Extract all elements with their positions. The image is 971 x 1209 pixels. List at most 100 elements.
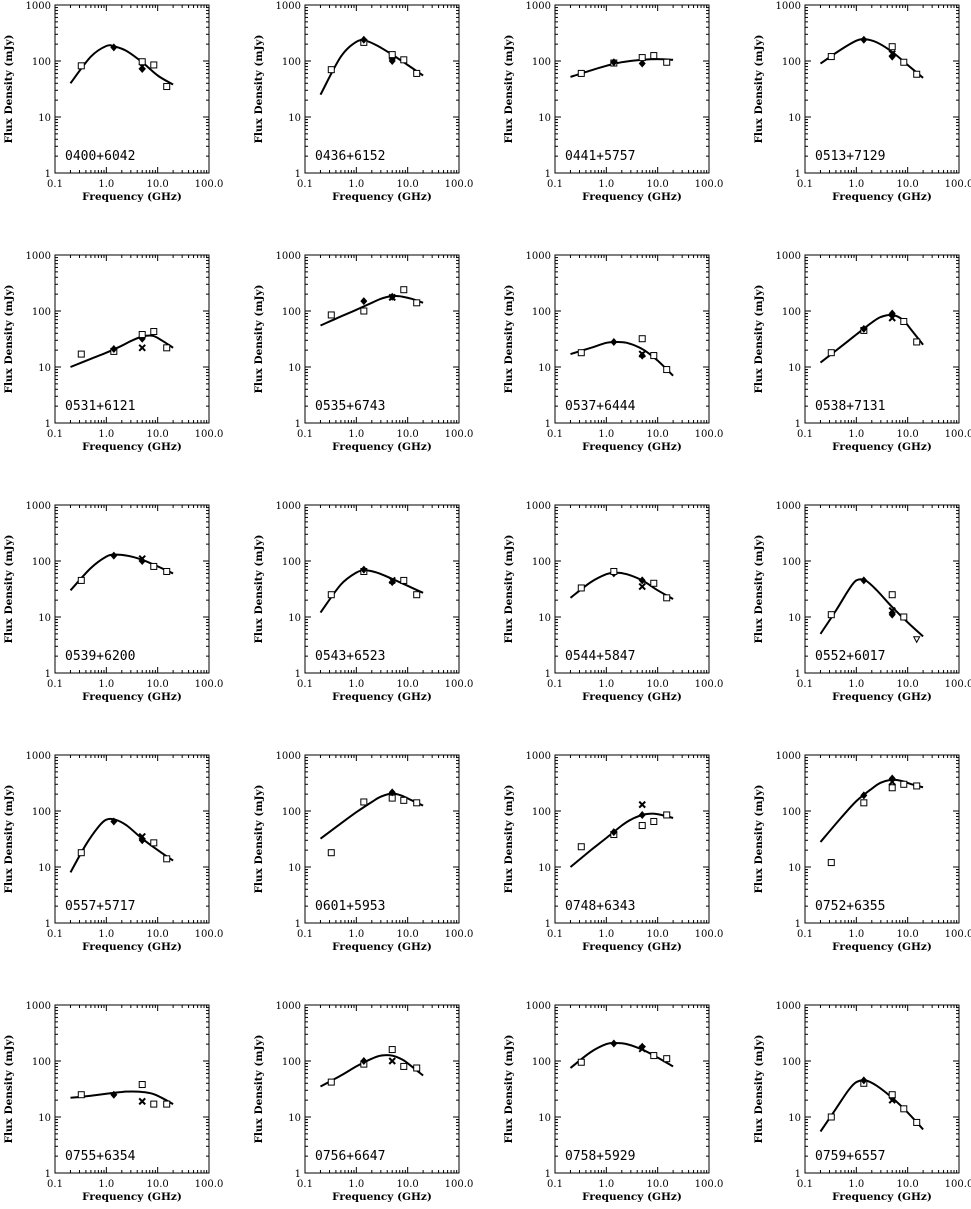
data-point-square — [827, 611, 835, 619]
y-tick-label: 1 — [45, 169, 51, 180]
data-point-square — [413, 1064, 421, 1072]
data-point-diamond — [860, 324, 868, 333]
x-tick-label: 0.1 — [297, 929, 313, 940]
y-tick-label: 1000 — [276, 1, 301, 12]
data-point-diamond — [860, 1076, 868, 1085]
fit-curve — [569, 812, 674, 868]
fit-curve — [69, 817, 174, 873]
x-tick-label: 10.0 — [147, 929, 169, 940]
data-point-square — [827, 349, 835, 357]
x-tick-label: 0.1 — [47, 429, 63, 440]
y-tick-label: 100 — [32, 57, 51, 68]
data-point-square — [577, 349, 585, 357]
source-name-label: 0752+6355 — [815, 899, 885, 914]
spectrum-panel: 0.1 1.0 10.0 100.0 1 10 100 1000 Frequency (GHz)… — [753, 751, 971, 953]
y-tick-label: 100 — [782, 807, 801, 818]
y-tick-label: 100 — [282, 307, 301, 318]
x-tick-label: 0.1 — [797, 179, 813, 190]
y-tick-label: 1 — [545, 919, 551, 930]
spectrum-panel: 0.1 1.0 10.0 100.0 1 10 100 1000 Frequency (GHz)… — [3, 1, 223, 203]
x-tick-label: 0.1 — [47, 179, 63, 190]
y-tick-label: 1 — [45, 1169, 51, 1180]
fit-curve — [570, 58, 674, 78]
data-point-diamond — [110, 1090, 118, 1099]
data-point-square — [413, 69, 421, 77]
fit-curve — [569, 571, 674, 600]
y-tick-label: 10 — [788, 113, 801, 124]
data-point-square — [150, 1100, 158, 1108]
x-tick-label: 100.0 — [445, 429, 474, 440]
y-tick-label: 1000 — [526, 251, 551, 262]
y-tick-label: 1 — [545, 169, 551, 180]
data-point-square — [400, 1062, 408, 1070]
source-name-label: 0513+7129 — [815, 149, 885, 164]
x-tick-label: 1.0 — [848, 929, 864, 940]
spectrum-panel: 0.1 1.0 10.0 100.0 1 10 100 1000 Frequency (GHz)… — [753, 501, 971, 703]
x-axis-title: Frequency (GHz) — [82, 1191, 182, 1203]
data-point-diamond — [610, 337, 618, 346]
fit-curve — [819, 578, 924, 638]
data-point-cross — [638, 800, 646, 809]
plot-frame — [554, 4, 710, 174]
data-point-square — [663, 366, 671, 374]
plot-frame — [304, 4, 460, 174]
data-point-square — [163, 567, 171, 575]
source-name-label: 0557+5717 — [65, 899, 135, 914]
x-tick-label: 0.1 — [547, 679, 563, 690]
x-tick-label: 10.0 — [647, 679, 669, 690]
data-point-square — [150, 839, 158, 847]
y-axis-title: Flux Density (mJy) — [3, 284, 15, 393]
x-tick-label: 0.1 — [797, 679, 813, 690]
y-tick-label: 1 — [295, 169, 301, 180]
y-tick-label: 1 — [295, 1169, 301, 1180]
data-point-square — [900, 780, 908, 788]
data-point-diamond — [860, 576, 868, 585]
source-name-label: 0441+5757 — [565, 149, 635, 164]
y-tick-label: 1000 — [26, 751, 51, 762]
data-point-square — [827, 53, 835, 61]
data-point-diamond — [638, 1042, 646, 1051]
x-tick-label: 1.0 — [598, 929, 614, 940]
y-tick-label: 1000 — [526, 1, 551, 12]
x-tick-label: 10.0 — [897, 429, 919, 440]
y-tick-label: 10 — [788, 613, 801, 624]
data-point-diamond — [360, 297, 368, 306]
x-axis-title: Frequency (GHz) — [332, 441, 432, 453]
data-point-cross — [138, 554, 146, 563]
data-point-square — [827, 1113, 835, 1121]
y-tick-label: 1000 — [776, 501, 801, 512]
data-point-square — [610, 567, 618, 575]
data-point-square — [663, 58, 671, 66]
x-tick-label: 1.0 — [348, 429, 364, 440]
fit-curve — [319, 792, 424, 840]
x-tick-label: 1.0 — [98, 929, 114, 940]
data-point-diamond — [360, 1057, 368, 1065]
x-tick-label: 10.0 — [647, 1179, 669, 1190]
x-axis-title: Frequency (GHz) — [82, 691, 182, 703]
y-tick-label: 1000 — [26, 251, 51, 262]
data-point-diamond — [110, 344, 118, 353]
spectrum-panel: 0.1 1.0 10.0 100.0 1 10 100 1000 Frequency (GHz)… — [3, 1001, 223, 1203]
data-point-diamond — [610, 58, 618, 67]
y-tick-label: 1000 — [26, 1001, 51, 1012]
y-tick-label: 100 — [32, 307, 51, 318]
source-name-label: 0543+6523 — [315, 649, 385, 664]
spectrum-panel: 0.1 1.0 10.0 100.0 1 10 100 1000 Frequency (GHz)… — [503, 751, 723, 953]
x-tick-label: 0.1 — [297, 179, 313, 190]
x-tick-label: 1.0 — [98, 1179, 114, 1190]
data-point-square — [413, 799, 421, 807]
x-tick-label: 100.0 — [945, 1179, 971, 1190]
x-tick-label: 100.0 — [195, 179, 224, 190]
x-axis-title: Frequency (GHz) — [82, 191, 182, 203]
y-tick-label: 1000 — [276, 751, 301, 762]
plot-frame — [54, 254, 210, 424]
data-point-square — [827, 859, 835, 867]
data-point-square — [577, 1058, 585, 1066]
data-point-square — [138, 1081, 146, 1089]
x-tick-label: 10.0 — [647, 179, 669, 190]
data-point-cross — [388, 293, 396, 302]
data-point-square — [163, 855, 171, 863]
y-tick-label: 100 — [782, 307, 801, 318]
x-tick-label: 0.1 — [47, 929, 63, 940]
